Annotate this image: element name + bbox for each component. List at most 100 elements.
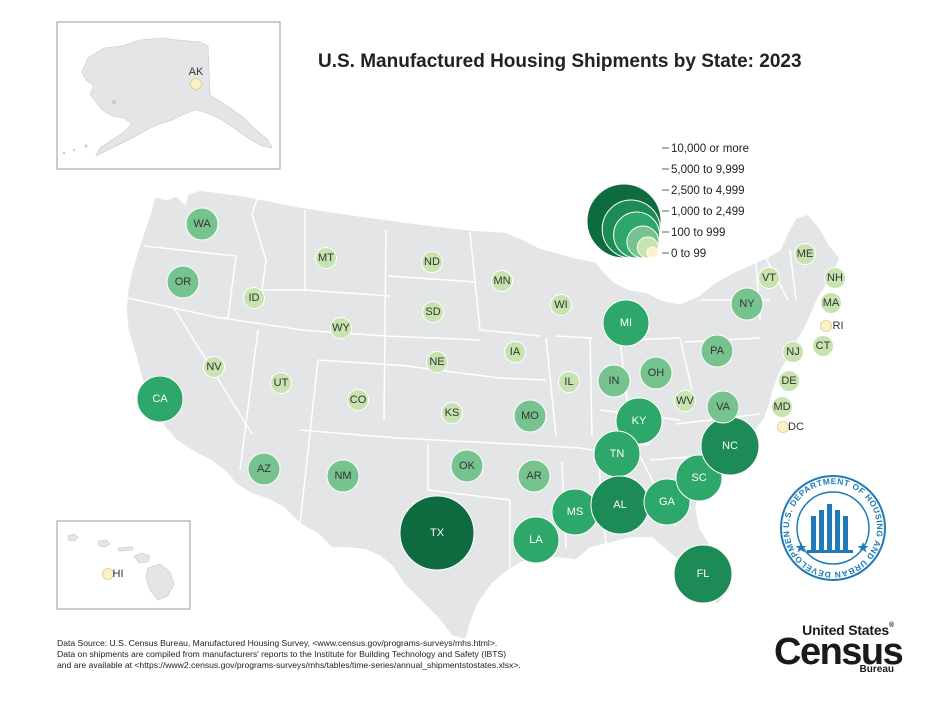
label-ok: OK bbox=[459, 460, 476, 472]
bubble-ga bbox=[643, 478, 691, 526]
label-ky: KY bbox=[632, 415, 647, 427]
source-line-2: Data on shipments are compiled from manu… bbox=[57, 649, 507, 659]
bubble-id bbox=[243, 287, 265, 309]
label-nc: NC bbox=[722, 440, 738, 452]
label-tn: TN bbox=[610, 448, 625, 460]
bubble-sd bbox=[422, 301, 444, 323]
bubble-or bbox=[166, 265, 200, 299]
bubble-pa bbox=[700, 334, 734, 368]
bubble-ny bbox=[730, 287, 764, 321]
label-pa: PA bbox=[710, 345, 725, 357]
label-tx: TX bbox=[430, 527, 445, 539]
label-sc: SC bbox=[691, 472, 706, 484]
hawaii-island-oahu bbox=[97, 539, 111, 548]
label-mi: MI bbox=[620, 317, 632, 329]
bubble-wa bbox=[185, 207, 219, 241]
bubble-nj bbox=[782, 341, 804, 363]
bubble-az bbox=[247, 452, 281, 486]
label-nv: NV bbox=[206, 361, 222, 373]
label-az: AZ bbox=[257, 463, 271, 475]
legend: 10,000 or more 5,000 to 9,999 2,500 to 4,9… bbox=[586, 143, 749, 260]
label-hi: HI bbox=[113, 568, 124, 580]
hawaii-inset bbox=[56, 520, 191, 610]
label-md: MD bbox=[773, 401, 790, 413]
bubble-ia bbox=[504, 341, 526, 363]
bubble-in bbox=[597, 364, 631, 398]
us-outline bbox=[125, 189, 841, 641]
label-co: CO bbox=[350, 394, 367, 406]
label-id: ID bbox=[249, 292, 260, 304]
bubble-ok bbox=[450, 449, 484, 483]
bubble-nm bbox=[326, 459, 360, 493]
hawaii-island-big bbox=[145, 563, 175, 601]
bubble-ak bbox=[190, 78, 202, 90]
label-wa: WA bbox=[193, 218, 211, 230]
label-nd: ND bbox=[424, 256, 440, 268]
bubble-mt bbox=[315, 247, 337, 269]
hud-seal: U.S. DEPARTMENT OF HOUSING AND URBAN DEV… bbox=[780, 475, 886, 581]
bubble-md bbox=[771, 396, 793, 418]
label-vt: VT bbox=[762, 272, 776, 284]
label-dc: DC bbox=[788, 421, 804, 433]
bubble-ky bbox=[615, 397, 663, 445]
label-mt: MT bbox=[318, 252, 334, 264]
label-ga: GA bbox=[659, 496, 676, 508]
bubble-il bbox=[558, 371, 580, 393]
data-source-note: Data Source: U.S. Census Bureau, Manufac… bbox=[57, 638, 657, 671]
label-ak: AK bbox=[189, 66, 204, 78]
label-il: IL bbox=[564, 376, 573, 388]
label-ia: IA bbox=[510, 346, 521, 358]
bubble-fl bbox=[673, 544, 733, 604]
label-ma: MA bbox=[823, 297, 840, 309]
bubble-mn bbox=[491, 270, 513, 292]
bubble-nh bbox=[824, 267, 846, 289]
label-nm: NM bbox=[334, 470, 351, 482]
legend-label-3: 1,000 to 2,499 bbox=[671, 206, 745, 218]
bubble-ut bbox=[270, 372, 292, 394]
label-nj: NJ bbox=[786, 346, 799, 358]
bubble-nv bbox=[203, 356, 225, 378]
label-ks: KS bbox=[445, 407, 460, 419]
label-ct: CT bbox=[816, 340, 831, 352]
label-or: OR bbox=[175, 276, 192, 288]
legend-label-2: 2,500 to 4,999 bbox=[671, 185, 745, 197]
label-mo: MO bbox=[521, 410, 539, 422]
bubble-co bbox=[347, 389, 369, 411]
census-logo-census: Census bbox=[774, 631, 904, 673]
legend-swatch-5 bbox=[646, 246, 659, 259]
label-wv: WV bbox=[676, 395, 694, 407]
label-in: IN bbox=[609, 375, 620, 387]
label-ny: NY bbox=[739, 298, 755, 310]
label-ca: CA bbox=[152, 393, 168, 405]
label-ne: NE bbox=[429, 356, 444, 368]
bubble-ar bbox=[517, 459, 551, 493]
label-mn: MN bbox=[493, 275, 510, 287]
state-bubbles: AK HI WA OR CA ID NV MT WY UT AZ CO NM ND SD NE KS OK TX MN… bbox=[102, 66, 846, 604]
label-ri: RI bbox=[833, 320, 844, 332]
bubble-mo bbox=[513, 399, 547, 433]
bubble-la bbox=[512, 516, 560, 564]
hawaii-island-molokai bbox=[117, 546, 134, 552]
bubble-wv bbox=[674, 390, 696, 412]
alaska-shape bbox=[81, 37, 273, 157]
bubble-oh bbox=[639, 356, 673, 390]
legend-label-4: 100 to 999 bbox=[671, 227, 725, 239]
census-logo-bureau: Bureau bbox=[859, 664, 894, 675]
label-de: DE bbox=[781, 375, 796, 387]
bubble-hi bbox=[102, 568, 114, 580]
bubble-va bbox=[706, 390, 740, 424]
bubble-wi bbox=[550, 294, 572, 316]
bubble-ri bbox=[820, 320, 832, 332]
label-wy: WY bbox=[332, 322, 350, 334]
source-line-3: and are available at <https://www2.censu… bbox=[57, 660, 521, 670]
bubble-nd bbox=[421, 251, 443, 273]
label-sd: SD bbox=[425, 306, 440, 318]
legend-label-0: 10,000 or more bbox=[671, 143, 749, 155]
bubble-wy bbox=[330, 317, 352, 339]
label-ut: UT bbox=[274, 377, 289, 389]
census-logo-united-states: United States® bbox=[802, 622, 894, 638]
label-oh: OH bbox=[648, 367, 665, 379]
hawaii-island-maui bbox=[133, 552, 151, 564]
map-title: U.S. Manufactured Housing Shipments by S… bbox=[318, 51, 802, 72]
